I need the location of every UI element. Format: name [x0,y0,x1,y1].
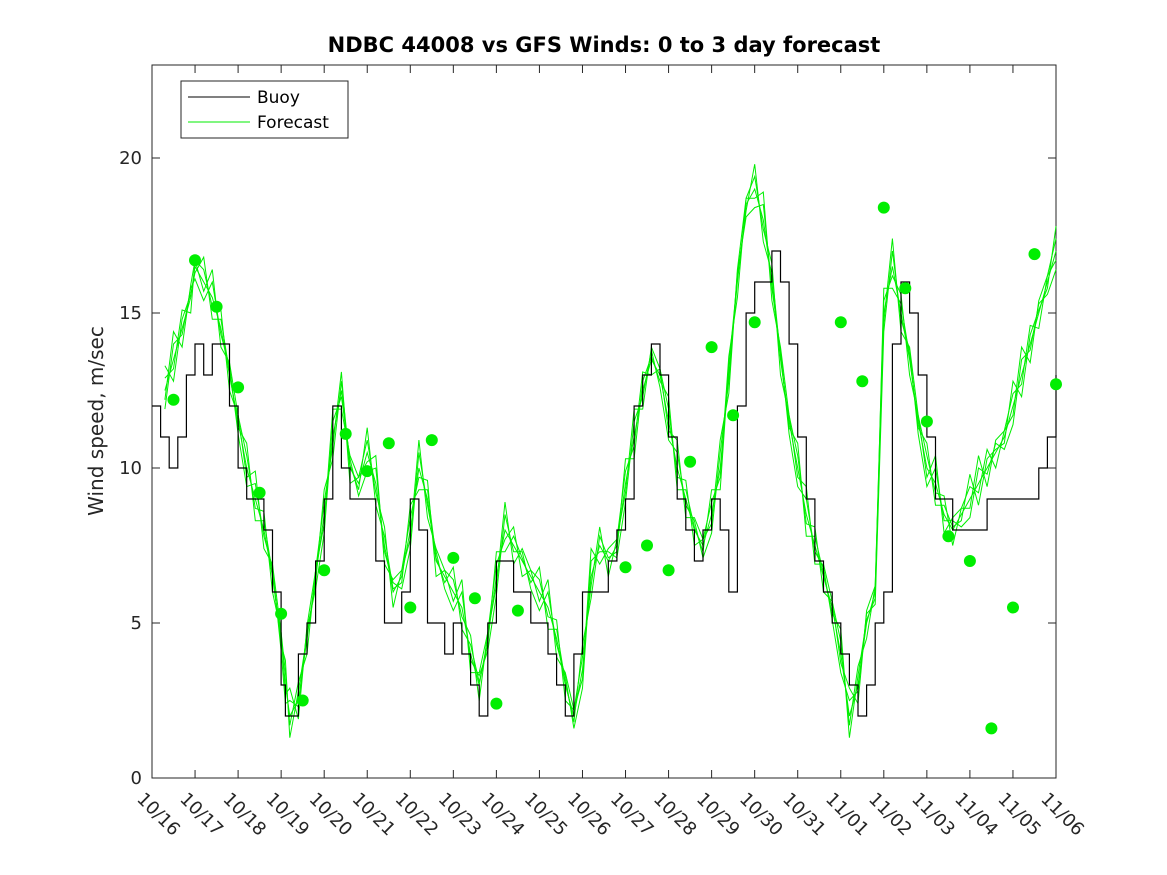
forecast-marker [899,282,912,295]
y-axis-label: Wind speed, m/sec [84,326,108,516]
forecast-line-4 [164,164,1057,738]
x-tick-label: 10/20 [305,789,357,841]
forecast-marker [253,486,266,499]
x-tick-label: 11/02 [864,789,916,841]
forecast-marker [834,316,847,329]
forecast-marker [167,393,180,406]
forecast-marker [1007,601,1019,614]
forecast-marker [705,341,718,354]
x-tick-label: 11/05 [993,789,1045,841]
forecast-marker [985,722,998,735]
forecast-marker [404,601,417,614]
forecast-marker [468,592,481,605]
forecast-marker [662,564,675,577]
forecast-marker [727,409,740,422]
x-tick-label: 11/06 [1036,789,1088,841]
forecast-marker [963,555,976,567]
forecast-marker [856,375,869,388]
y-tick-label: 20 [119,148,142,169]
forecast-marker [382,437,395,450]
forecast-line [164,187,1057,718]
x-tick-label: 10/17 [176,789,228,841]
forecast-marker [748,316,761,329]
x-tick-label: 10/24 [477,789,529,841]
x-tick-label: 10/30 [735,789,787,841]
forecast-marker [877,201,890,214]
x-tick-label: 10/19 [262,789,314,841]
forecast-marker [1028,248,1041,261]
forecast-marker [942,530,955,543]
legend-buoy-label: Buoy [257,88,300,108]
forecast-marker [511,604,524,617]
x-tick-label: 10/23 [434,789,486,841]
plot-area [151,64,1057,779]
forecast-marker [920,415,933,428]
forecast-marker [210,300,223,313]
forecast-marker [189,254,201,267]
x-tick-label: 10/18 [219,789,271,841]
x-tick-label: 10/27 [606,789,658,841]
forecast-marker [1050,378,1062,391]
forecast-marker [275,607,288,620]
forecast-marker [684,455,697,468]
legend-forecast-label: Forecast [257,113,329,133]
x-tick-label: 10/29 [692,789,744,841]
chart-title: NDBC 44008 vs GFS Winds: 0 to 3 day fore… [328,33,881,57]
forecast-markers [167,201,1062,735]
forecast-marker [490,697,503,710]
forecast-marker [619,561,632,574]
x-tick-label: 10/31 [778,789,830,841]
x-tick-label: 10/28 [649,789,701,841]
x-tick-label: 11/04 [950,789,1002,841]
x-tick-label: 11/01 [821,789,873,841]
forecast-marker [296,694,309,707]
forecast-marker [339,427,352,440]
legend: Buoy Forecast [180,80,349,139]
x-tick-label: 10/21 [348,789,400,841]
buoy-line [152,250,1057,717]
x-tick-label: 10/22 [391,789,443,841]
y-tick-label: 5 [131,613,142,634]
y-axis: 0 5 10 15 20 [119,148,1056,789]
forecast-marker [425,434,438,447]
forecast-marker [447,551,460,564]
forecast-marker [232,381,245,394]
forecast-marker [361,465,374,478]
x-tick-label: 10/25 [520,789,572,841]
y-tick-label: 0 [131,768,142,789]
x-tick-label: 10/16 [132,789,184,841]
y-tick-label: 10 [119,458,142,479]
x-tick-label: 11/03 [907,789,959,841]
y-tick-label: 15 [119,303,142,324]
forecast-marker [318,564,331,577]
legend-box [180,80,349,139]
forecast-marker [641,539,653,552]
plot-lines [152,164,1057,738]
x-tick-label: 10/26 [563,789,615,841]
